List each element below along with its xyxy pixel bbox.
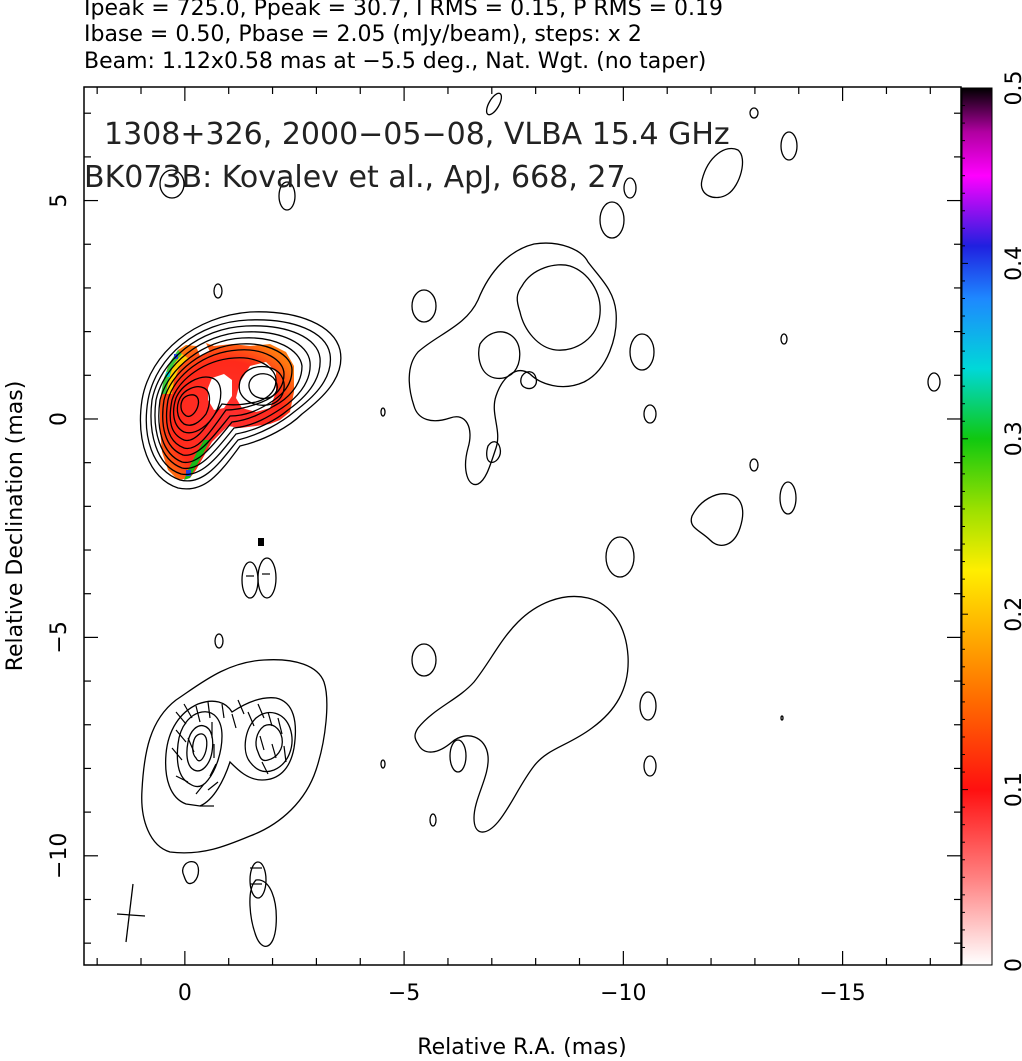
- header-line-1: Ipeak = 725.0, Ppeak = 30.7, I RMS = 0.1…: [84, 0, 723, 21]
- x-tick-label: −5: [388, 981, 420, 1006]
- plot-frame: [83, 86, 962, 966]
- y-tick-label: −10: [47, 833, 72, 879]
- x-tick-label: −10: [600, 981, 646, 1006]
- axis-ticks: [84, 87, 961, 965]
- colorbar-tick-label: 0.3: [1002, 421, 1022, 456]
- polarization-rim-yellow: [166, 354, 188, 394]
- y-tick-label: 5: [47, 194, 72, 208]
- colorbar-tick-label: 0.4: [1002, 246, 1022, 281]
- x-tick-label: −15: [819, 981, 865, 1006]
- colorbar-tick-label: 0: [1002, 958, 1022, 972]
- polarization-hole-core: [208, 374, 232, 410]
- y-tick-label: 0: [47, 412, 72, 426]
- beam-marker: [116, 883, 146, 943]
- polarization-pixel-cyan: [166, 372, 170, 377]
- reference-annotation: BK073B: Kovalev et al., ApJ, 668, 27: [84, 160, 626, 195]
- colorbar-tick-label: 0.2: [1002, 597, 1022, 632]
- y-tick-label: −5: [47, 621, 72, 653]
- polarization-pixel-black: [258, 538, 264, 546]
- y-axis-label: Relative Declination (mas): [3, 381, 28, 672]
- header-line-3: Beam: 1.12x0.58 mas at −5.5 deg., Nat. W…: [84, 49, 707, 74]
- polarization-vectors: [171, 573, 287, 885]
- x-axis-label: Relative R.A. (mas): [417, 1035, 626, 1060]
- colorbar: [961, 87, 993, 966]
- total-intensity-contours: [139, 92, 941, 947]
- x-tick-labels: 0 −5 −10 −15: [178, 981, 866, 1006]
- map-area: [116, 92, 941, 947]
- polarization-pixel-blue: [186, 470, 191, 476]
- colorbar-tick-label: 0.5: [1002, 71, 1022, 106]
- colorbar-tick-label: 0.1: [1002, 772, 1022, 807]
- colorbar-ticks: 0 0.1 0.2 0.3 0.4 0.5: [962, 71, 1022, 972]
- x-tick-label: 0: [178, 981, 192, 1006]
- y-tick-labels: 5 0 −5 −10: [47, 194, 72, 879]
- source-annotation: 1308+326, 2000−05−08, VLBA 15.4 GHz: [104, 117, 730, 152]
- header-line-2: Ibase = 0.50, Pbase = 2.05 (mJy/beam), s…: [84, 22, 642, 47]
